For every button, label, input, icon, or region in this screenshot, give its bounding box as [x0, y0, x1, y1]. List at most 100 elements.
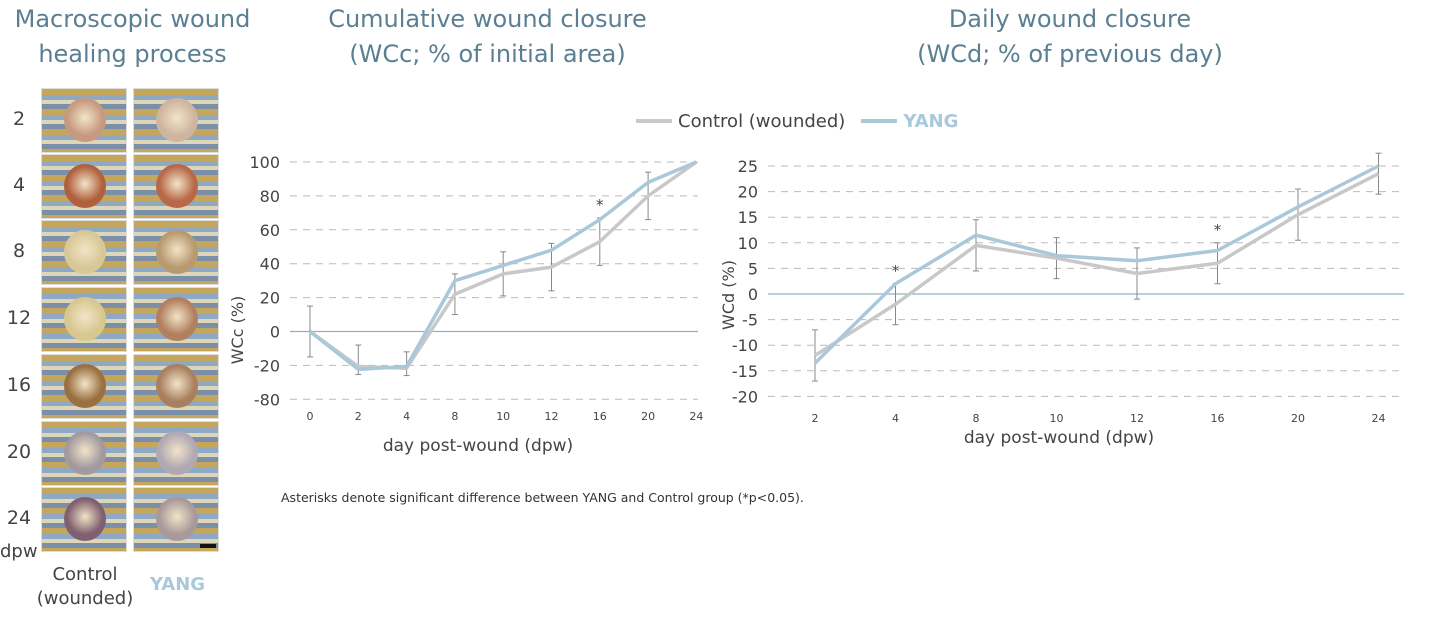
- control-series-line: [814, 172, 1380, 357]
- wcc-title-line2: (WCc; % of initial area): [349, 40, 626, 68]
- y-tick-label: 20: [260, 289, 280, 308]
- x-tick-label: 8: [973, 412, 980, 425]
- significance-asterisk: *: [892, 262, 900, 280]
- x-tick-label: 20: [641, 410, 655, 423]
- yang-wound-photo: [133, 220, 219, 285]
- x-tick-label: 12: [1130, 412, 1144, 425]
- x-tick-label: 24: [689, 410, 703, 423]
- day-label: 24: [6, 507, 32, 529]
- x-tick-label: 20: [1291, 412, 1305, 425]
- legend-yang-label: YANG: [903, 110, 959, 132]
- y-tick-label: 20: [738, 183, 758, 202]
- yang-wound-photo: [133, 154, 219, 219]
- wound-area: [64, 98, 106, 142]
- y-tick-label: 15: [738, 208, 758, 227]
- y-axis-label: WCc (%): [228, 296, 247, 365]
- wcc-chart-title: Cumulative wound closure (WCc; % of init…: [300, 2, 675, 72]
- y-tick-label: -20: [254, 356, 280, 375]
- legend-control-swatch: [636, 119, 672, 123]
- x-tick-label: 12: [545, 410, 559, 423]
- yang-series-line: [813, 164, 1380, 365]
- control-wound-photo: [41, 88, 127, 153]
- y-tick-label: 0: [270, 323, 280, 342]
- wound-area: [156, 164, 198, 208]
- significance-asterisk: *: [596, 196, 604, 214]
- wound-area: [64, 497, 106, 541]
- wcd-title-line2: (WCd; % of previous day): [917, 40, 1223, 68]
- day-label: 20: [6, 441, 32, 463]
- wound-area: [64, 297, 106, 341]
- x-tick-label: 16: [593, 410, 607, 423]
- control-wound-photo: [41, 354, 127, 419]
- control-column-label: Control (wounded): [30, 563, 140, 611]
- y-tick-label: -80: [254, 390, 280, 409]
- legend-control-label: Control (wounded): [678, 110, 846, 132]
- y-tick-label: 100: [249, 153, 280, 172]
- yang-wound-photo: [133, 354, 219, 419]
- scale-bar: [200, 544, 216, 548]
- x-tick-label: 4: [403, 410, 410, 423]
- y-tick-label: 5: [748, 259, 758, 278]
- y-tick-label: 80: [260, 187, 280, 206]
- wound-area: [64, 364, 106, 408]
- y-tick-label: 60: [260, 221, 280, 240]
- x-tick-label: 16: [1211, 412, 1225, 425]
- x-tick-label: 10: [1050, 412, 1064, 425]
- day-label: 16: [6, 374, 32, 396]
- wcd-title-line1: Daily wound closure: [948, 5, 1192, 33]
- day-label: 2: [12, 108, 26, 130]
- x-tick-label: 4: [892, 412, 899, 425]
- wcd-chart-title: Daily wound closure (WCd; % of previous …: [850, 2, 1290, 72]
- day-label: 4: [12, 174, 26, 196]
- macro-panel-title: Macroscopic wound healing process: [0, 2, 265, 72]
- yang-series-line: [308, 160, 698, 372]
- control-label-line2: (wounded): [36, 588, 134, 609]
- control-wound-photo: [41, 220, 127, 285]
- day-label: 12: [6, 307, 32, 329]
- significance-asterisk: *: [1214, 221, 1222, 239]
- wound-area: [156, 364, 198, 408]
- x-axis-label: day post-wound (dpw): [383, 436, 573, 456]
- yang-wound-photo: [133, 487, 219, 552]
- x-tick-label: 24: [1372, 412, 1386, 425]
- yang-wound-photo: [133, 88, 219, 153]
- yang-column-label: YANG: [149, 574, 206, 595]
- x-axis-label: day post-wound (dpw): [964, 428, 1154, 448]
- x-tick-label: 0: [307, 410, 314, 423]
- wound-area: [156, 98, 198, 142]
- y-tick-label: 0: [748, 285, 758, 304]
- control-label-line1: Control: [52, 564, 118, 585]
- y-tick-label: -20: [732, 387, 758, 406]
- x-tick-label: 2: [812, 412, 819, 425]
- control-wound-photo: [41, 421, 127, 486]
- x-tick-label: 10: [496, 410, 510, 423]
- y-tick-label: -5: [742, 311, 758, 330]
- wound-area: [64, 431, 106, 475]
- control-wound-photo: [41, 487, 127, 552]
- wound-area: [64, 164, 106, 208]
- yang-wound-photo: [133, 287, 219, 352]
- macro-title-line1: Macroscopic wound: [14, 5, 251, 33]
- control-wound-photo: [41, 154, 127, 219]
- y-tick-label: 25: [738, 157, 758, 176]
- y-tick-label: 40: [260, 255, 280, 274]
- chart-legend: Control (wounded) YANG: [636, 108, 958, 134]
- legend-yang-swatch: [861, 119, 898, 123]
- x-tick-label: 8: [451, 410, 458, 423]
- significance-footnote: Asterisks denote significant difference …: [281, 490, 804, 505]
- wcc-title-line1: Cumulative wound closure: [328, 5, 647, 33]
- y-tick-label: 10: [738, 234, 758, 253]
- wound-area: [156, 230, 198, 274]
- y-axis-label: WCd (%): [719, 260, 738, 330]
- x-tick-label: 2: [355, 410, 362, 423]
- wound-area: [156, 297, 198, 341]
- y-tick-label: -10: [732, 336, 758, 355]
- wound-area: [156, 497, 198, 541]
- wound-area: [156, 431, 198, 475]
- yang-wound-photo: [133, 421, 219, 486]
- wound-area: [64, 230, 106, 274]
- control-wound-photo: [41, 287, 127, 352]
- macro-title-line2: healing process: [38, 40, 227, 68]
